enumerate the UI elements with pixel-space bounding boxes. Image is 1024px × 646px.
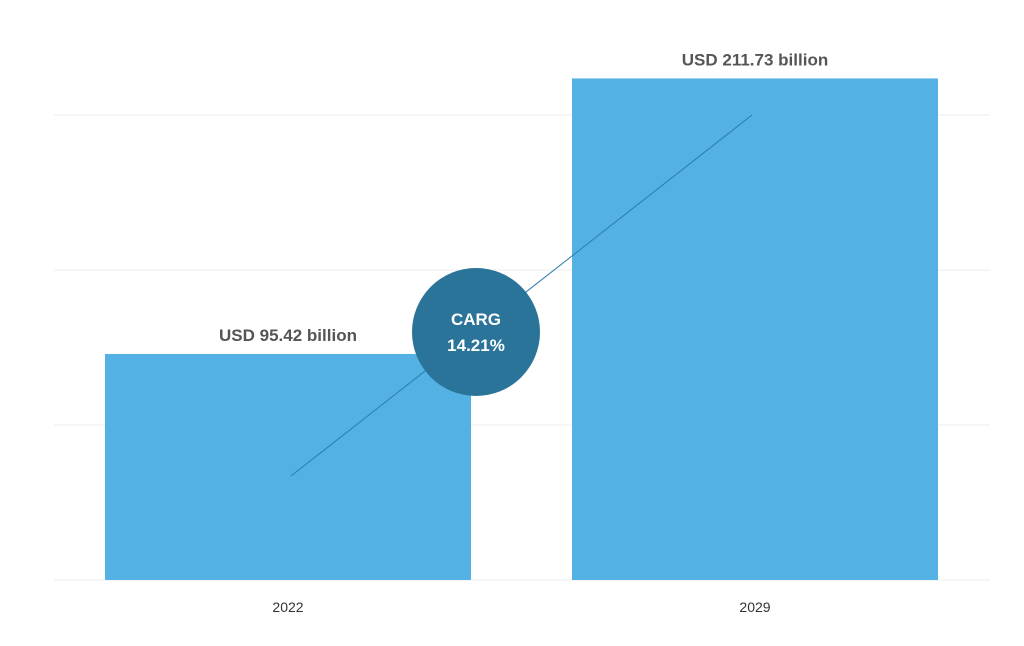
bar-2022 — [105, 353, 471, 580]
data-labels: USD 95.42 billion USD 211.73 billion — [219, 50, 828, 345]
cagr-badge: CARG 14.21% — [412, 268, 540, 396]
cagr-value: 14.21% — [447, 336, 505, 355]
data-label-2029: USD 211.73 billion — [682, 50, 828, 69]
cagr-circle — [412, 268, 540, 396]
x-tick-2022: 2022 — [272, 599, 303, 615]
cagr-label: CARG — [451, 310, 501, 329]
bar-2029 — [572, 78, 938, 581]
x-axis-ticks: 2022 2029 — [272, 599, 770, 615]
data-label-2022: USD 95.42 billion — [219, 326, 357, 345]
bars — [105, 78, 938, 581]
x-tick-2029: 2029 — [739, 599, 770, 615]
